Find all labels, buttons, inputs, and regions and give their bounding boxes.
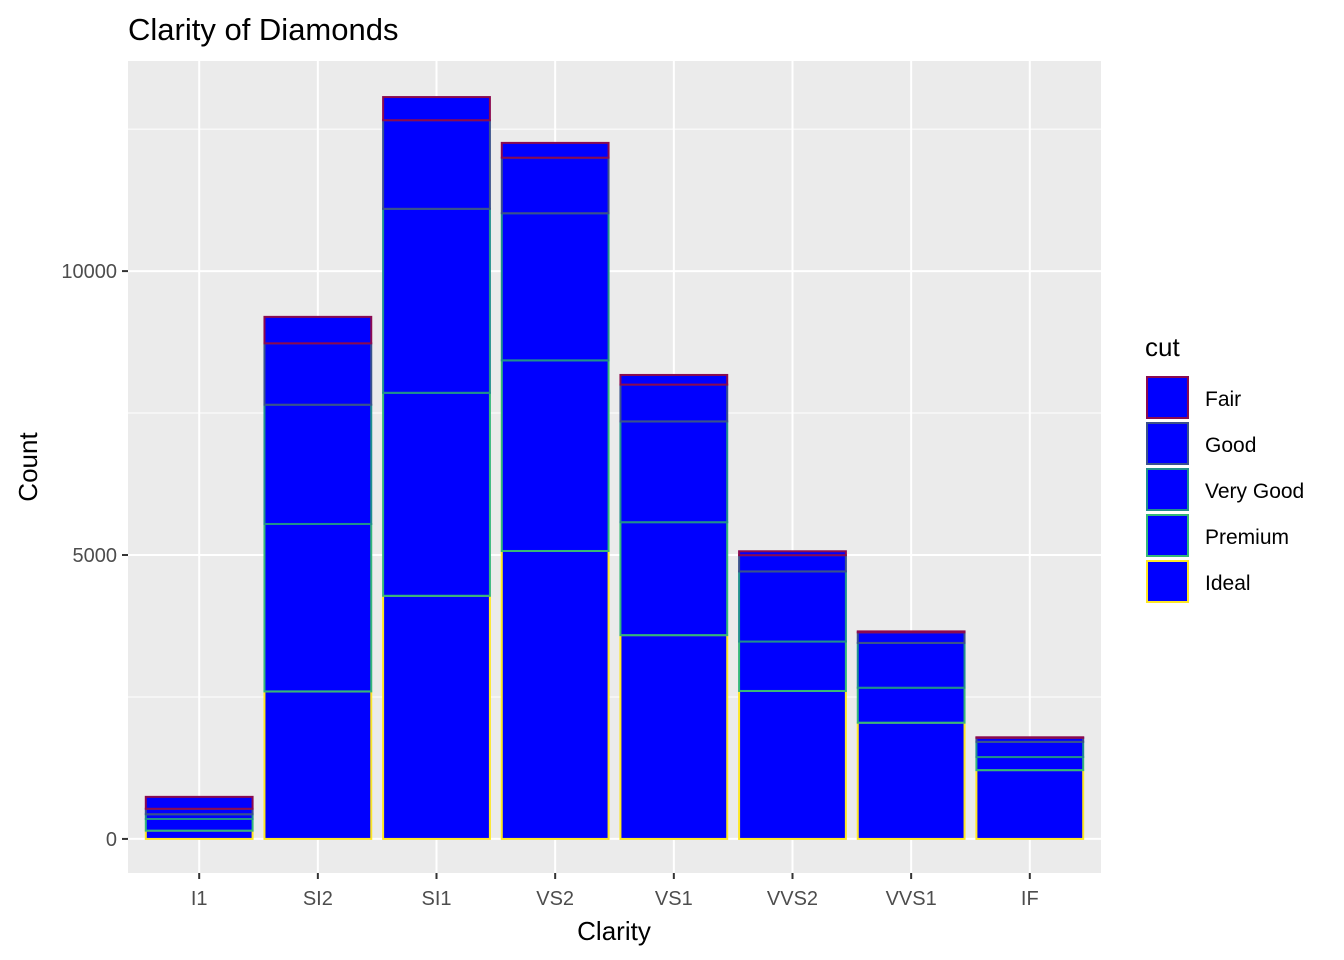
bar-segment-premium: [975, 756, 1085, 772]
x-tick-label: SI1: [421, 888, 451, 910]
bar-segment-very-good: [856, 641, 966, 689]
y-tick-label: 10000: [61, 261, 117, 283]
legend-label: Fair: [1205, 388, 1241, 411]
bar-segment-fair: [382, 96, 491, 122]
legend-label: Good: [1205, 434, 1256, 457]
bar-segment-very-good: [382, 207, 491, 394]
bar-stack-si1: [382, 96, 491, 840]
legend-swatch: [1146, 376, 1189, 419]
x-tick-label: VVS2: [767, 888, 818, 910]
chart-title: Clarity of Diamonds: [128, 12, 398, 47]
legend-swatch: [1146, 514, 1189, 557]
y-tick-label: 5000: [73, 545, 118, 567]
bar-segment-ideal: [144, 829, 254, 840]
bar-segment-good: [856, 631, 966, 644]
y-tick-label: 0: [106, 829, 117, 851]
bar-segment-fair: [500, 141, 610, 159]
x-tick-label: VS1: [655, 888, 693, 910]
legend-title: cut: [1145, 332, 1180, 362]
legend-label: Ideal: [1205, 572, 1251, 595]
y-axis-title: Count: [13, 432, 43, 502]
bar-stack-vvs1: [856, 630, 966, 840]
x-tick-label: IF: [1021, 888, 1039, 910]
bar-stack-vvs2: [738, 550, 847, 840]
bar-segment-very-good: [619, 420, 729, 524]
legend-label: Premium: [1205, 526, 1289, 549]
bar-segment-fair: [619, 373, 729, 386]
legend-swatch: [1146, 560, 1189, 603]
x-tick-label: SI2: [303, 888, 333, 910]
bar-segment-very-good: [500, 212, 610, 362]
bar-segment-good: [619, 383, 729, 423]
bar-segment-premium: [738, 640, 847, 692]
bar-stack-vs2: [500, 141, 610, 840]
bar-segment-ideal: [382, 594, 491, 840]
legend-item-good: Good: [1146, 422, 1256, 465]
bar-segment-good: [738, 554, 847, 573]
bar-segment-good: [500, 156, 610, 215]
legend-item-premium: Premium: [1146, 514, 1289, 557]
legend-swatch: [1146, 422, 1189, 465]
bar-segment-good: [382, 119, 491, 210]
bar-segment-fair: [263, 315, 373, 345]
bar-segment-ideal: [975, 769, 1085, 840]
bar-segment-premium: [856, 686, 966, 724]
legend-item-fair: Fair: [1146, 376, 1241, 419]
bar-segment-good: [263, 342, 373, 406]
bar-segment-very-good: [738, 570, 847, 643]
bar-stack-i1: [144, 795, 254, 840]
legend: cut Fair Good Very Good Premium Ideal: [1145, 332, 1304, 603]
x-tick-label: VVS1: [886, 888, 937, 910]
x-axis-title: Clarity: [577, 916, 651, 946]
bar-stack-si2: [263, 315, 373, 840]
bar-stack-vs1: [619, 373, 729, 840]
x-tick-label: VS2: [536, 888, 574, 910]
bar-segment-ideal: [856, 721, 966, 840]
legend-swatch: [1146, 468, 1189, 511]
bar-segment-premium: [619, 521, 729, 637]
y-axis: 0 5000 10000: [61, 261, 128, 851]
legend-item-ideal: Ideal: [1146, 560, 1251, 603]
bar-segment-premium: [144, 817, 254, 832]
bar-segment-fair: [738, 550, 847, 557]
bar-segment-premium: [263, 522, 373, 693]
bar-segment-very-good: [975, 740, 1085, 759]
bar-segment-ideal: [263, 690, 373, 840]
bar-segment-fair: [975, 736, 1085, 739]
x-tick-label: I1: [191, 888, 208, 910]
bar-segment-premium: [382, 391, 491, 597]
x-axis: I1 SI2 SI1 VS2 VS1 VVS2 VVS1 IF: [191, 873, 1039, 910]
legend-label: Very Good: [1205, 480, 1304, 503]
bar-segment-ideal: [500, 549, 610, 840]
bar-segment-fair: [144, 795, 254, 810]
bar-segment-ideal: [619, 634, 729, 840]
bar-segment-fair: [856, 630, 966, 634]
bar-stack-if: [975, 736, 1085, 840]
bar-segment-very-good: [263, 403, 373, 525]
bar-segment-premium: [500, 359, 610, 552]
bar-stacks: [144, 96, 1085, 840]
bar-segment-ideal: [738, 689, 847, 840]
legend-item-very-good: Very Good: [1146, 468, 1304, 511]
